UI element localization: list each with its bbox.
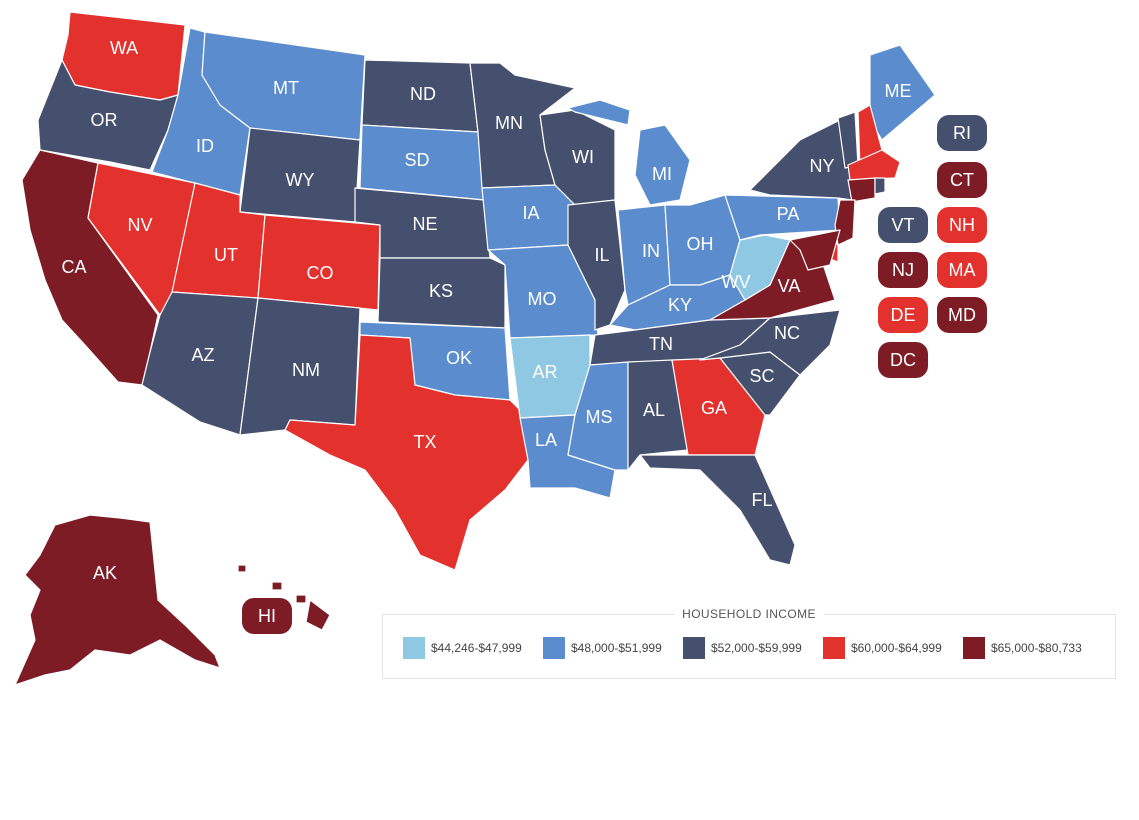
- legend-label: $60,000-$64,999: [851, 641, 942, 655]
- state-HI[interactable]: [237, 564, 331, 631]
- legend-item: $48,000-$51,999: [543, 637, 662, 659]
- state-label-FL: FL: [751, 490, 772, 510]
- state-label-VA: VA: [778, 276, 801, 296]
- state-badge-DC[interactable]: DC: [878, 342, 928, 378]
- legend-swatch: [823, 637, 845, 659]
- state-label-MN: MN: [495, 113, 523, 133]
- state-FL[interactable]: [639, 454, 796, 566]
- legend-label: $52,000-$59,999: [711, 641, 802, 655]
- state-MA[interactable]: [847, 149, 901, 181]
- state-label-MS: MS: [586, 407, 613, 427]
- state-label-AK: AK: [93, 563, 117, 583]
- state-NY[interactable]: [749, 119, 856, 201]
- legend-swatch: [963, 637, 985, 659]
- state-label-KY: KY: [668, 295, 692, 315]
- state-MI[interactable]: [567, 99, 691, 206]
- state-label-WV: WV: [722, 272, 751, 292]
- state-label-IA: IA: [522, 203, 539, 223]
- state-label-ID: ID: [196, 136, 214, 156]
- legend-item: $65,000-$80,733: [963, 637, 1082, 659]
- state-label-ND: ND: [410, 84, 436, 104]
- state-label-CA: CA: [61, 257, 86, 277]
- legend-swatch: [403, 637, 425, 659]
- state-badge-HI[interactable]: HI: [242, 598, 292, 634]
- state-IL[interactable]: [567, 199, 626, 331]
- state-KS[interactable]: [377, 257, 506, 329]
- state-CT[interactable]: [847, 177, 876, 203]
- state-label-IN: IN: [642, 241, 660, 261]
- state-badge-RI[interactable]: RI: [937, 115, 987, 151]
- state-label-PA: PA: [777, 204, 800, 224]
- state-label-LA: LA: [535, 430, 557, 450]
- state-label-SD: SD: [404, 150, 429, 170]
- state-label-NM: NM: [292, 360, 320, 380]
- state-badge-NJ[interactable]: NJ: [878, 252, 928, 288]
- legend-label: $44,246-$47,999: [431, 641, 522, 655]
- state-label-MO: MO: [528, 289, 557, 309]
- legend-swatch: [683, 637, 705, 659]
- state-label-CO: CO: [307, 263, 334, 283]
- state-MD[interactable]: [789, 229, 841, 271]
- state-label-NY: NY: [809, 156, 834, 176]
- state-RI[interactable]: [874, 177, 886, 195]
- legend-swatch: [543, 637, 565, 659]
- state-NJ[interactable]: [834, 199, 856, 246]
- state-label-AZ: AZ: [191, 345, 214, 365]
- state-label-OR: OR: [91, 110, 118, 130]
- state-AK[interactable]: [14, 514, 221, 686]
- state-label-OK: OK: [446, 348, 472, 368]
- state-label-AL: AL: [643, 400, 665, 420]
- state-badge-DE[interactable]: DE: [878, 297, 928, 333]
- legend: HOUSEHOLD INCOME $44,246-$47,999 $48,000-…: [382, 607, 1116, 679]
- state-NC[interactable]: [699, 309, 841, 376]
- legend-label: $65,000-$80,733: [991, 641, 1082, 655]
- state-label-WY: WY: [286, 170, 315, 190]
- state-label-HI: HI: [258, 606, 276, 626]
- state-badge-MA[interactable]: MA: [937, 252, 987, 288]
- state-label-AR: AR: [532, 362, 557, 382]
- state-label-WA: WA: [110, 38, 138, 58]
- legend-item: $44,246-$47,999: [403, 637, 522, 659]
- state-label-UT: UT: [214, 245, 238, 265]
- state-badge-MD[interactable]: MD: [937, 297, 987, 333]
- state-badge-CT[interactable]: CT: [937, 162, 987, 198]
- legend-label: $48,000-$51,999: [571, 641, 662, 655]
- legend-item: $60,000-$64,999: [823, 637, 942, 659]
- state-label-GA: GA: [701, 398, 727, 418]
- state-label-IL: IL: [594, 245, 609, 265]
- state-label-NV: NV: [127, 215, 152, 235]
- state-label-ME: ME: [885, 81, 912, 101]
- state-label-NC: NC: [774, 323, 800, 343]
- state-TX[interactable]: [284, 334, 529, 571]
- state-label-MI: MI: [652, 164, 672, 184]
- state-badge-VT[interactable]: VT: [878, 207, 928, 243]
- legend-item: $52,000-$59,999: [683, 637, 802, 659]
- state-label-KS: KS: [429, 281, 453, 301]
- state-label-MT: MT: [273, 78, 299, 98]
- state-label-TN: TN: [649, 334, 673, 354]
- state-label-OH: OH: [687, 234, 714, 254]
- state-badge-NH[interactable]: NH: [937, 207, 987, 243]
- state-label-WI: WI: [572, 147, 594, 167]
- state-label-TX: TX: [413, 432, 436, 452]
- state-label-SC: SC: [749, 366, 774, 386]
- state-AL[interactable]: [627, 359, 689, 471]
- legend-title: HOUSEHOLD INCOME: [674, 607, 824, 621]
- state-label-NE: NE: [412, 214, 437, 234]
